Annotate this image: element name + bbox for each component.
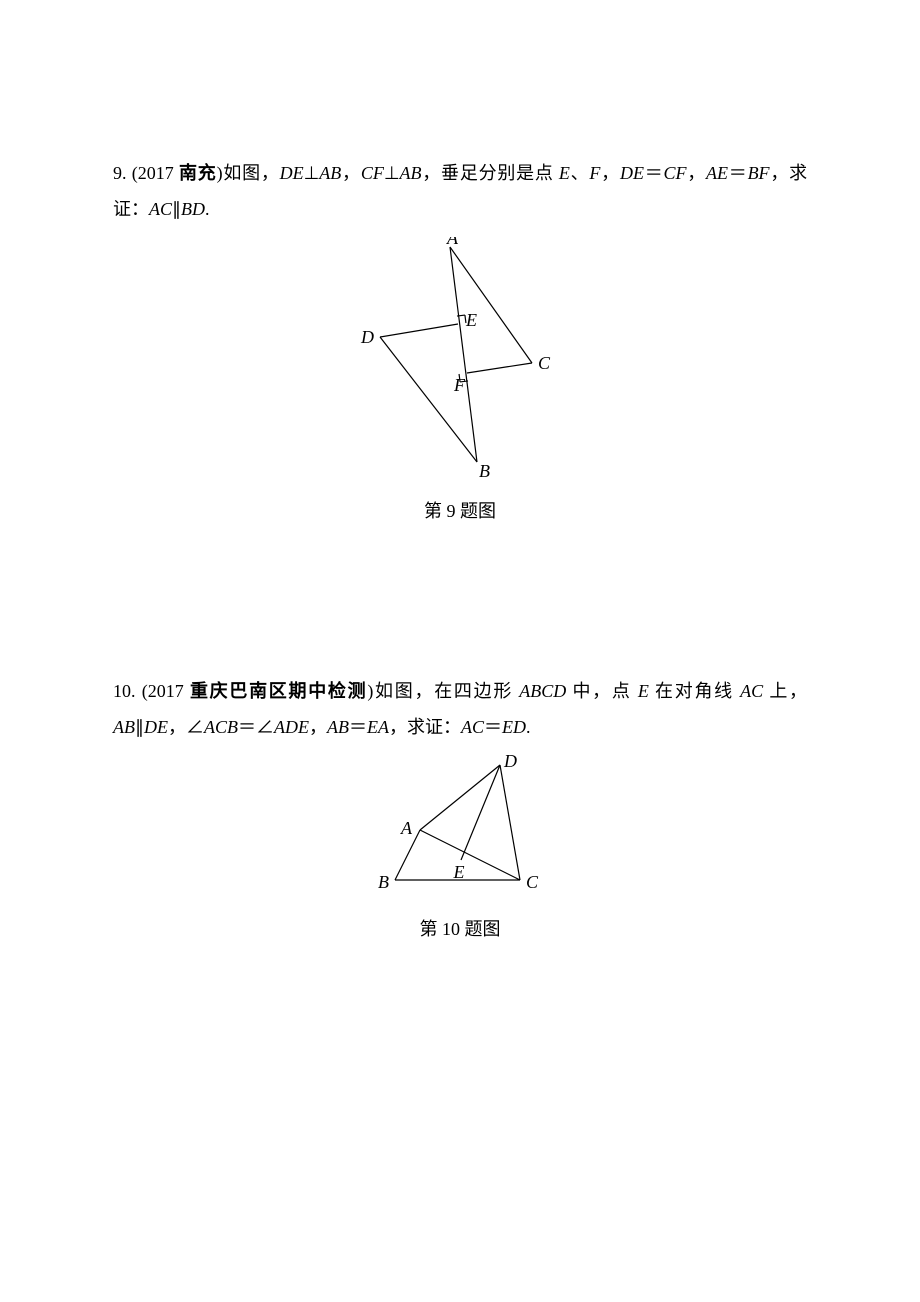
problem-number: 10. bbox=[113, 681, 136, 701]
var-ab: AB bbox=[327, 717, 349, 737]
var-ab: AB bbox=[400, 163, 422, 183]
svg-text:A: A bbox=[400, 818, 413, 838]
var-ab: AB bbox=[319, 163, 341, 183]
var-de: DE bbox=[144, 717, 168, 737]
var-ae: AE bbox=[706, 163, 728, 183]
var-de: DE bbox=[620, 163, 644, 183]
eq: ＝∠ bbox=[238, 717, 274, 737]
problem-9: 9. (2017 南充)如图，DE⊥AB，CF⊥AB，垂足分别是点 E、F，DE… bbox=[113, 155, 807, 523]
comma: ， bbox=[309, 717, 327, 737]
parallel: ∥ bbox=[172, 199, 181, 219]
var-abcd: ABCD bbox=[519, 681, 566, 701]
eq: ＝ bbox=[484, 717, 502, 737]
var-ab: AB bbox=[113, 717, 135, 737]
comma: ， bbox=[600, 163, 620, 183]
var-ea: EA bbox=[367, 717, 389, 737]
problem-9-text: 9. (2017 南充)如图，DE⊥AB，CF⊥AB，垂足分别是点 E、F，DE… bbox=[113, 155, 807, 227]
comma: ，∠ bbox=[168, 717, 204, 737]
problem-number: 9. bbox=[113, 163, 127, 183]
dun: 、 bbox=[570, 163, 590, 183]
var-e: E bbox=[638, 681, 649, 701]
source: 南充 bbox=[179, 163, 217, 183]
year: 2017 bbox=[148, 681, 190, 701]
text: ，求证： bbox=[389, 717, 461, 737]
eq: ＝ bbox=[349, 717, 367, 737]
problem-10: 10. (2017 重庆巴南区期中检测)如图，在四边形 ABCD 中，点 E 在… bbox=[113, 673, 807, 941]
var-f: F bbox=[589, 163, 600, 183]
figure-9-container: A B C D E F 第 9 题图 bbox=[113, 237, 807, 523]
text: 如图， bbox=[223, 163, 280, 183]
text: 如图，在四边形 bbox=[373, 681, 519, 701]
var-de: DE bbox=[280, 163, 304, 183]
var-cf: CF bbox=[663, 163, 686, 183]
year: 2017 bbox=[138, 163, 179, 183]
parallel: ∥ bbox=[135, 717, 144, 737]
var-ac: AC bbox=[149, 199, 172, 219]
svg-text:F: F bbox=[453, 375, 466, 395]
period: . bbox=[526, 717, 531, 737]
svg-text:D: D bbox=[503, 755, 517, 771]
figure-9-caption: 第 9 题图 bbox=[113, 497, 807, 523]
var-ac: AC bbox=[461, 717, 484, 737]
var-ade: ADE bbox=[274, 717, 309, 737]
eq: ＝ bbox=[644, 163, 664, 183]
svg-text:C: C bbox=[526, 872, 539, 892]
var-ed: ED bbox=[502, 717, 526, 737]
var-bd: BD bbox=[181, 199, 205, 219]
var-ac: AC bbox=[740, 681, 763, 701]
svg-text:E: E bbox=[465, 310, 477, 330]
text: 上， bbox=[763, 681, 807, 701]
svg-text:B: B bbox=[479, 461, 490, 481]
perp: ⊥ bbox=[304, 163, 320, 183]
figure-9-svg: A B C D E F bbox=[360, 237, 560, 487]
svg-text:D: D bbox=[360, 327, 374, 347]
source: 重庆巴南区期中检测 bbox=[190, 681, 367, 701]
perp: ⊥ bbox=[384, 163, 400, 183]
svg-text:E: E bbox=[453, 862, 465, 882]
comma: ， bbox=[341, 163, 361, 183]
var-e: E bbox=[559, 163, 570, 183]
svg-text:A: A bbox=[446, 237, 459, 248]
text: 在对角线 bbox=[649, 681, 740, 701]
text: ，垂足分别是点 bbox=[422, 163, 559, 183]
var-acb: ACB bbox=[204, 717, 238, 737]
svg-text:C: C bbox=[538, 353, 551, 373]
svg-text:B: B bbox=[378, 872, 389, 892]
figure-10-caption: 第 10 题图 bbox=[113, 915, 807, 941]
figure-10-svg: A B C D E bbox=[370, 755, 550, 905]
var-bf: BF bbox=[748, 163, 770, 183]
figure-10-container: A B C D E 第 10 题图 bbox=[113, 755, 807, 941]
text: 中，点 bbox=[566, 681, 638, 701]
var-cf: CF bbox=[361, 163, 384, 183]
problem-10-text: 10. (2017 重庆巴南区期中检测)如图，在四边形 ABCD 中，点 E 在… bbox=[113, 673, 807, 745]
comma: ， bbox=[687, 163, 707, 183]
eq: ＝ bbox=[728, 163, 748, 183]
period: . bbox=[205, 199, 210, 219]
